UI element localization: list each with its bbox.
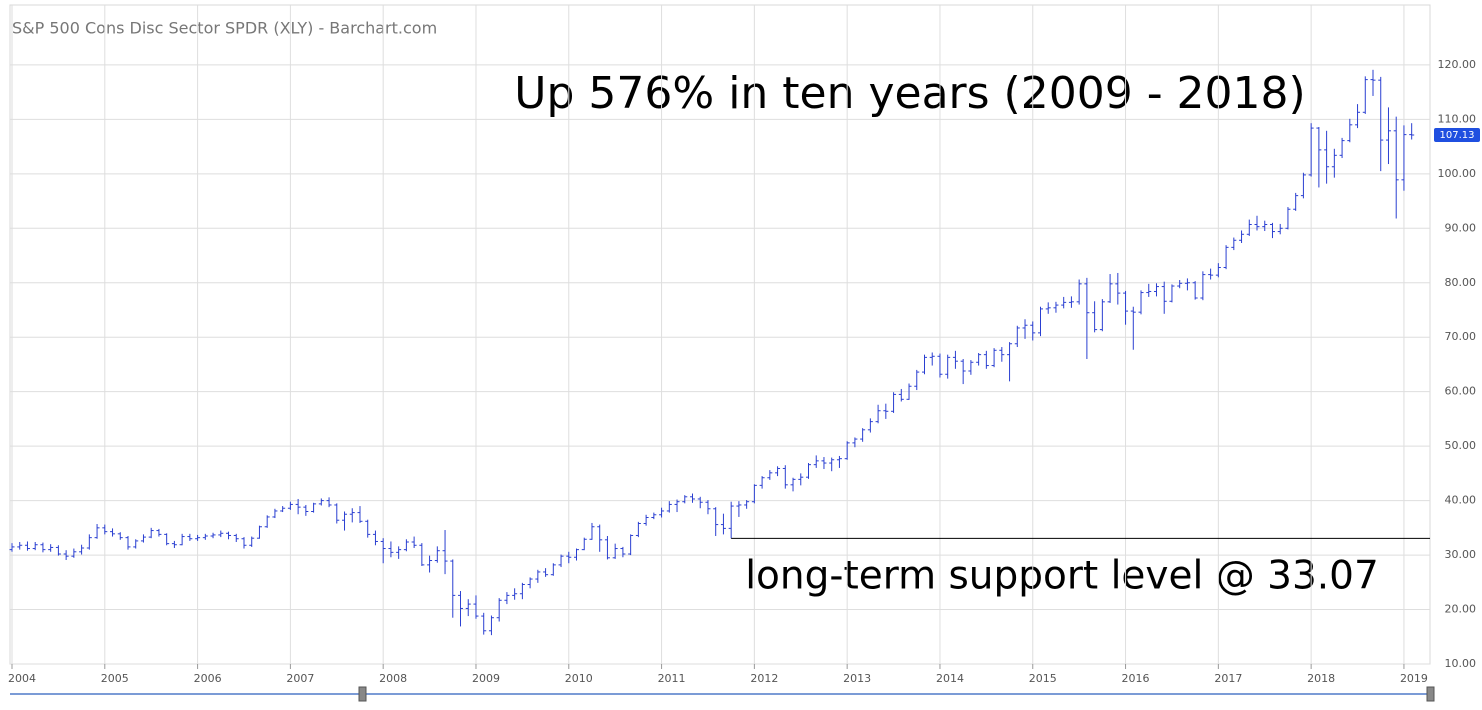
- x-tick-label: 2019: [1400, 672, 1428, 685]
- bars: [9, 69, 1415, 636]
- y-tick-label: 80.00: [1445, 276, 1477, 289]
- annotation: Up 576% in ten years (2009 - 2018): [514, 68, 1305, 119]
- x-tick-label: 2018: [1307, 672, 1335, 685]
- y-tick-label: 120.00: [1438, 58, 1477, 71]
- x-tick-label: 2016: [1122, 672, 1150, 685]
- scroll-handle[interactable]: [1426, 686, 1435, 702]
- y-tick-label: 40.00: [1445, 494, 1477, 507]
- x-tick-label: 2005: [101, 672, 129, 685]
- y-tick-label: 70.00: [1445, 330, 1477, 343]
- scrollbar[interactable]: [10, 686, 1435, 702]
- x-tick-label: 2015: [1029, 672, 1057, 685]
- x-tick-label: 2013: [843, 672, 871, 685]
- x-tick-label: 2014: [936, 672, 964, 685]
- y-tick-label: 100.00: [1438, 167, 1477, 180]
- x-tick-label: 2008: [379, 672, 407, 685]
- y-tick-label: 110.00: [1438, 112, 1477, 125]
- y-tick-label: 50.00: [1445, 439, 1477, 452]
- x-tick-label: 2017: [1214, 672, 1242, 685]
- scroll-handle[interactable]: [358, 686, 367, 702]
- x-tick-label: 2011: [658, 672, 686, 685]
- last-price: 107.13: [1440, 130, 1475, 141]
- x-tick-label: 2007: [286, 672, 314, 685]
- y-tick-label: 60.00: [1445, 385, 1477, 398]
- x-tick-label: 2009: [472, 672, 500, 685]
- x-tick-label: 2010: [565, 672, 593, 685]
- last-price-box: [1434, 128, 1480, 143]
- y-tick-label: 20.00: [1445, 603, 1477, 616]
- x-tick-label: 2006: [194, 672, 222, 685]
- x-tick-label: 2012: [750, 672, 778, 685]
- chart-title: S&P 500 Cons Disc Sector SPDR (XLY) - Ba…: [12, 19, 437, 38]
- support-label: long-term support level @ 33.07: [745, 554, 1379, 599]
- y-tick-label: 30.00: [1445, 548, 1477, 561]
- x-tick-label: 2004: [8, 672, 36, 685]
- y-tick-label: 10.00: [1445, 657, 1477, 670]
- y-tick-label: 90.00: [1445, 221, 1477, 234]
